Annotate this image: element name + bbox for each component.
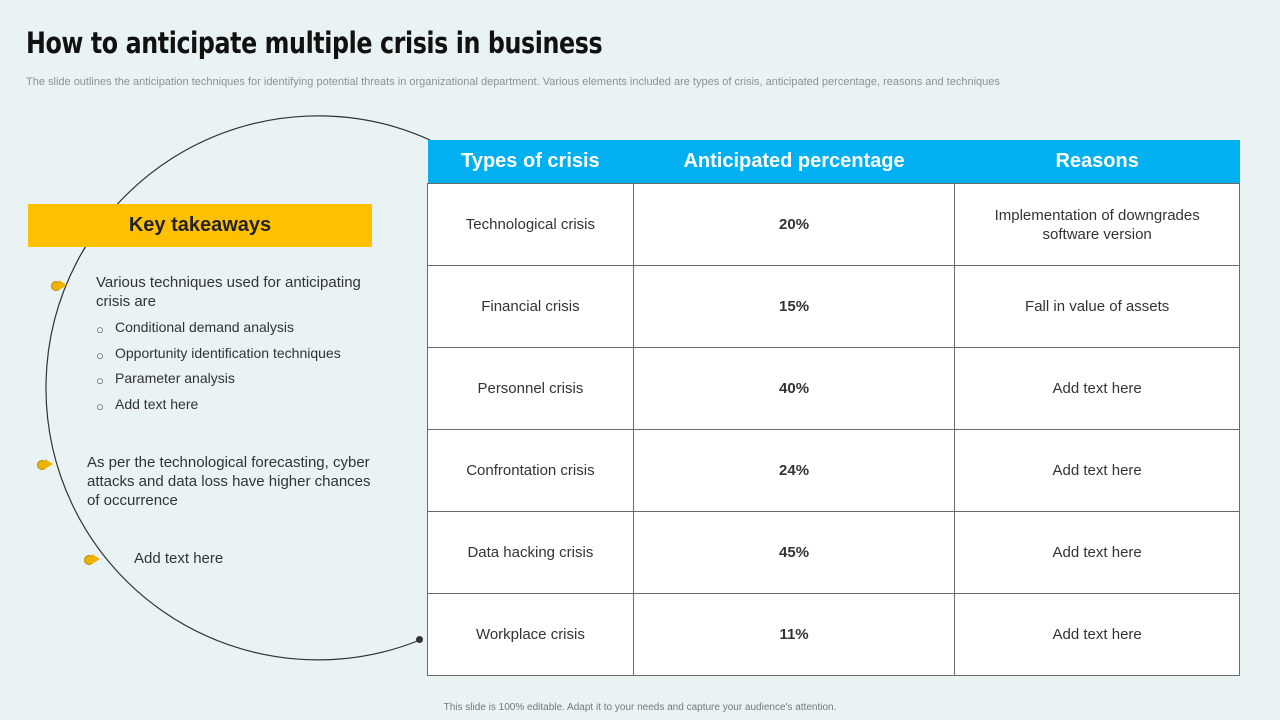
percentage-cell: 20% <box>632 183 956 266</box>
reason-cell: Implementation of downgrades software ve… <box>954 183 1240 266</box>
table-row: Confrontation crisis 24% Add text here <box>427 429 1240 512</box>
percentage-cell: 40% <box>632 347 956 430</box>
list-item: ○ Add text here <box>96 395 199 414</box>
circle-bullet-icon: ○ <box>96 398 104 414</box>
crisis-type-cell: Data hacking crisis <box>427 511 634 594</box>
page-subtitle: The slide outlines the anticipation tech… <box>26 76 1000 88</box>
list-item: ○ Parameter analysis <box>96 370 235 388</box>
table-header-row: Types of crisis Anticipated percentage R… <box>427 140 1240 184</box>
crisis-type-cell: Technological crisis <box>427 183 634 266</box>
percentage-cell: 11% <box>632 593 956 676</box>
circle-bullet-icon: ○ <box>96 373 104 388</box>
bullet-marker-icon <box>37 458 57 470</box>
table-row: Data hacking crisis 45% Add text here <box>427 511 1240 594</box>
percentage-cell: 45% <box>632 511 956 594</box>
reason-cell: Add text here <box>954 347 1240 430</box>
crisis-table: Types of crisis Anticipated percentage R… <box>427 140 1240 676</box>
table-row: Workplace crisis 11% Add text here <box>427 593 1240 676</box>
list-item: ○ Opportunity identification techniques <box>96 344 341 363</box>
table-row: Personnel crisis 40% Add text here <box>427 347 1240 430</box>
footer-note: This slide is 100% editable. Adapt it to… <box>443 702 837 713</box>
crisis-type-cell: Confrontation crisis <box>427 429 634 512</box>
column-header: Types of crisis <box>427 140 634 184</box>
percentage-cell: 24% <box>632 429 956 512</box>
takeaway-point-3: Add text here <box>134 550 224 567</box>
key-takeaways-heading: Key takeaways <box>28 204 372 247</box>
list-item: ○ Conditional demand analysis <box>96 319 294 337</box>
reason-cell: Add text here <box>954 429 1240 512</box>
arc-end-dot <box>416 636 423 643</box>
bullet-marker-icon <box>84 553 104 565</box>
reason-cell: Add text here <box>954 511 1240 594</box>
crisis-type-cell: Personnel crisis <box>427 347 634 430</box>
percentage-cell: 15% <box>632 265 956 348</box>
circle-bullet-icon: ○ <box>96 347 104 363</box>
reason-cell: Fall in value of assets <box>954 265 1240 348</box>
page-title: How to anticipate multiple crisis in bus… <box>26 26 603 60</box>
bullet-marker-icon <box>51 279 71 291</box>
circle-bullet-icon: ○ <box>96 322 104 337</box>
takeaway-point-2: As per the technological forecasting, cy… <box>87 454 371 509</box>
table-row: Technological crisis 20% Implementation … <box>427 183 1240 266</box>
reason-cell: Add text here <box>954 593 1240 676</box>
crisis-type-cell: Workplace crisis <box>427 593 634 676</box>
techniques-list: ○ Conditional demand analysis ○ Opportunit… <box>96 318 341 420</box>
table-row: Financial crisis 15% Fall in value of as… <box>427 265 1240 348</box>
column-header: Anticipated percentage <box>633 140 955 184</box>
crisis-type-cell: Financial crisis <box>427 265 634 348</box>
takeaway-point-1: Various techniques used for anticipating… <box>96 274 361 310</box>
column-header: Reasons <box>954 140 1240 184</box>
decorative-arc <box>45 115 431 661</box>
